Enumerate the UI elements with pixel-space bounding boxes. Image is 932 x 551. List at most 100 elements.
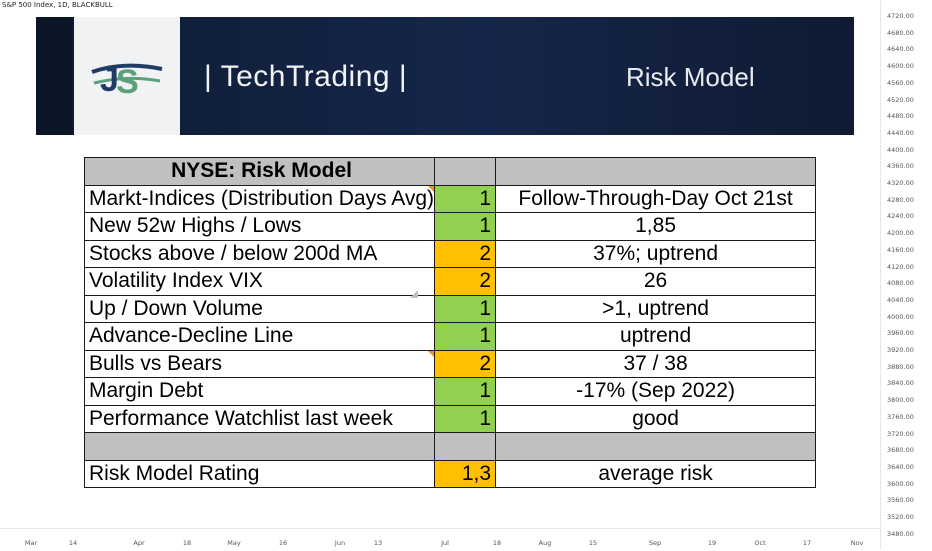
time-tick-label: Oct [754,539,766,547]
indicator-label: Up / Down Volume [83,294,436,323]
js-logo-mark: S J [91,61,163,101]
price-tick-label: 4240.00 [887,212,914,221]
price-axis[interactable]: 4720.00 4680.00 4640.00 4600.00 4560.00 4520.… [880,0,932,550]
value-cell: 37 / 38 [495,349,817,378]
time-tick-label: Jun [334,539,346,547]
score-cell: 1 [434,322,497,351]
price-tick-label: 3920.00 [887,346,914,354]
price-tick-label: 4480.00 [887,112,914,121]
price-tick-label: 4160.00 [887,245,914,254]
price-tick-label: 4440.00 [887,128,914,137]
price-tick-label: 3800.00 [887,396,914,405]
time-tick-label: 16 [278,539,288,547]
price-tick-label: 4520.00 [887,95,914,104]
price-tick-label: 3480.00 [887,529,914,538]
separator-cell [495,432,817,461]
price-tick-label: 4200.00 [887,229,914,238]
price-tick-label: 4040.00 [887,295,914,304]
price-tick-label: 4080.00 [887,279,914,288]
value-cell: good [495,404,817,433]
price-tick-label: 4360.00 [887,162,914,171]
table-row: Advance-Decline Line 1 uptrend [83,322,817,351]
value-cell: 26 [495,267,817,296]
separator-row [83,432,817,461]
score-cell: 2 [434,349,497,378]
time-tick-label: 18 [492,539,502,547]
table-row: Markt-Indices (Distribution Days Avg) 1 Fo… [83,184,817,213]
rating-score: 1,3 [434,459,497,488]
price-tick-label: 3720.00 [887,429,914,438]
chart-symbol-label: S&P 500 Index, 1D, BLACKBULL [2,1,113,9]
banner-left-strip [36,17,72,135]
table-row: Up / Down Volume 1 >1, uptrend [83,294,817,323]
price-tick-label: 3760.00 [887,412,914,421]
price-tick-label: 4120.00 [887,262,914,271]
time-tick-label: Apr [133,539,145,547]
price-tick-label: 3680.00 [887,446,914,455]
score-cell: 1 [434,404,497,433]
time-tick-label: Sep [648,539,662,547]
separator-cell [83,432,436,461]
table-row: Performance Watchlist last week 1 good [83,404,817,433]
price-tick-label: 4680.00 [887,28,914,37]
time-tick-label: 13 [373,539,383,547]
time-tick-label: Aug [538,539,552,547]
score-cell: 1 [434,184,497,213]
price-tick-label: 4000.00 [887,312,914,321]
comment-marker-icon [427,186,434,192]
rating-row: Risk Model Rating 1,3 average risk [83,459,817,488]
techtrading-banner: S J | TechTrading | Risk Model [36,17,854,135]
time-axis[interactable]: Mar 14 Apr 18 May 16 Jun 13 Jul 18 Aug 15 Sep 19 Oct 17… [0,528,880,551]
value-cell: -17% (Sep 2022) [495,377,817,406]
banner-title: | TechTrading | [204,60,408,93]
price-tick-label: 3880.00 [887,362,914,371]
score-cell: 2 [434,239,497,268]
indicator-label: Volatility Index VIX [83,267,436,296]
time-tick-label: 14 [68,539,78,547]
svg-text:J: J [100,61,119,99]
table-row: Bulls vs Bears 2 37 / 38 [83,349,817,378]
table-title: NYSE: Risk Model [83,157,436,186]
time-tick-label: Mar [24,539,38,547]
score-cell: 2 [434,267,497,296]
price-tick-label: 4720.00 [887,12,914,20]
value-cell: >1, uptrend [495,294,817,323]
price-tick-label: 3600.00 [887,479,914,488]
time-tick-label: 15 [588,539,598,547]
time-tick-label: May [227,539,241,547]
table-header-row: NYSE: Risk Model [83,157,817,186]
js-logo: S J [74,17,180,135]
banner-subtitle: Risk Model [626,62,755,92]
indicator-label: Stocks above / below 200d MA [83,239,436,268]
separator-cell [434,432,497,461]
price-tick-label: 4320.00 [887,179,914,187]
value-cell: Follow-Through-Day Oct 21st [495,184,817,213]
time-tick-label: Jul [441,539,449,547]
note-icon [410,290,418,298]
header-value-cell [495,157,817,186]
time-tick-label: 18 [182,539,192,547]
price-tick-label: 4400.00 [887,145,914,154]
svg-text:S: S [116,63,139,101]
risk-model-table: NYSE: Risk Model Markt-Indices (Distribu… [83,157,817,488]
indicator-label: Performance Watchlist last week [83,404,436,433]
price-tick-label: 4600.00 [887,62,914,71]
price-tick-label: 3560.00 [887,496,914,505]
time-tick-label: 19 [707,539,717,547]
header-score-cell [434,157,497,186]
price-tick-label: 3640.00 [887,462,914,471]
rating-label: Risk Model Rating [83,459,436,488]
price-tick-label: 4640.00 [887,45,914,54]
price-tick-label: 3960.00 [887,329,914,338]
score-cell: 1 [434,212,497,241]
price-tick-label: 3840.00 [887,379,914,388]
value-cell: 1,85 [495,212,817,241]
price-tick-label: 3520.00 [887,513,914,521]
price-tick-label: 4280.00 [887,195,914,204]
indicator-label: Advance-Decline Line [83,322,436,351]
indicator-label: Markt-Indices (Distribution Days Avg) [83,184,436,213]
indicator-label: Margin Debt [83,377,436,406]
indicator-label: Bulls vs Bears [83,349,436,378]
price-tick-label: 4560.00 [887,78,914,87]
value-cell: 37%; uptrend [495,239,817,268]
